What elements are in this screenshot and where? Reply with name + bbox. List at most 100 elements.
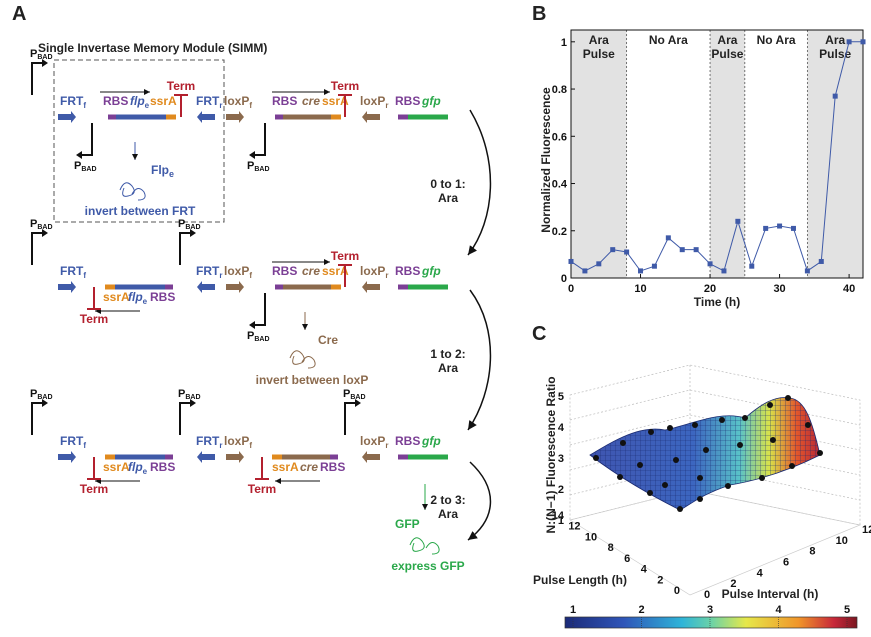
surface-point — [647, 490, 653, 496]
data-point — [665, 235, 671, 241]
promoter-label: PBAD — [178, 388, 201, 401]
flpe-protein-icon — [119, 182, 146, 201]
gfp-protein-icon — [409, 537, 440, 555]
interval-tick-label: 2 — [730, 578, 736, 590]
interval-tick-label: 8 — [809, 546, 815, 558]
z-tick-label: 4 — [558, 422, 565, 434]
term-label: Term — [331, 79, 359, 93]
length-tick-label: 2 — [657, 574, 663, 586]
data-point — [638, 268, 644, 274]
ara-pulse-band-0 — [571, 30, 627, 278]
promoter-label: PBAD — [247, 160, 270, 173]
flpe-gene-label-inv-2: flpe — [128, 460, 148, 476]
x-tick-label: 20 — [704, 283, 716, 295]
surface-point — [673, 457, 679, 463]
x-tick-label: 30 — [773, 283, 785, 295]
frt-f-label-1: FRTf — [60, 264, 86, 280]
surface-point — [593, 455, 599, 461]
cre-gene-0 — [275, 114, 341, 120]
transition-2-label: 1 to 2: — [430, 347, 465, 361]
rbs-label-inv-1: RBS — [150, 290, 175, 304]
transition-arrow-3 — [467, 461, 492, 541]
colorbar-tick-label: 1 — [570, 604, 576, 616]
data-point — [860, 39, 866, 45]
promoter-flipped-2: PBAD — [178, 388, 201, 435]
length-tick-label: 12 — [568, 521, 580, 533]
gfp-gene-0 — [398, 114, 448, 120]
rbs-label-cre-0: RBS — [272, 94, 297, 108]
loxp-f-site-1 — [226, 281, 244, 293]
data-point — [846, 39, 852, 45]
data-point — [749, 263, 755, 269]
frt-f-site-2 — [58, 451, 76, 463]
flpe-gene-inverted-1 — [105, 284, 173, 290]
ssra-label-cre-1: ssrA — [322, 264, 349, 278]
simm-box — [53, 59, 225, 223]
data-point — [707, 261, 713, 267]
data-point — [582, 268, 588, 274]
x-tick-label: 10 — [634, 283, 646, 295]
frt-r-site-2 — [197, 451, 215, 463]
panel-a-label: A — [12, 3, 26, 25]
rbs-label-inv-2: RBS — [150, 460, 175, 474]
surface-point — [737, 442, 743, 448]
rbs-label-cre-1: RBS — [272, 264, 297, 278]
invert-loxp-label: invert between loxP — [256, 373, 369, 387]
colorbar-ticks: 1 2 3 4 5 — [570, 604, 850, 628]
colorbar-tick-label: 2 — [638, 604, 644, 616]
term-cre-0: Term — [331, 79, 359, 117]
data-point — [651, 263, 657, 269]
length-tick-label: 10 — [585, 531, 597, 543]
flpe-gene — [108, 114, 176, 120]
promoter-gfp-2: PBAD — [343, 388, 366, 435]
transition-3-label: 2 to 3: — [430, 493, 465, 507]
interval-tick-label: 0 — [704, 589, 710, 601]
surface-plot — [569, 364, 862, 596]
transition-arrow-2 — [467, 289, 492, 431]
surface-points — [593, 395, 823, 512]
frt-r-label-1: FRTr — [196, 264, 222, 280]
data-point — [790, 225, 796, 231]
term-label: Term — [80, 312, 108, 326]
gfp-gene-2 — [398, 454, 448, 460]
y-tick-label: 0.6 — [552, 131, 567, 143]
promoter-label: PBAD — [30, 388, 53, 401]
flpe-gene-label: flpe — [130, 94, 150, 110]
surface-point — [767, 402, 773, 408]
y-tick-label: 0 — [561, 273, 567, 285]
length-tick-label: 14 — [552, 510, 565, 522]
gfp-gene-label-0: gfp — [421, 94, 441, 108]
loxp-r-label-1: loxPr — [360, 264, 388, 280]
cre-protein-icon — [289, 350, 316, 369]
surface-point — [785, 395, 791, 401]
interval-tick-label: 12 — [862, 524, 871, 536]
term-flpe-inv-2: Term — [80, 457, 108, 496]
rbs-label-cre-inv: RBS — [320, 460, 345, 474]
term-label: Term — [331, 249, 359, 263]
interval-tick-label: 6 — [783, 557, 789, 569]
cre-gene-label-inv: cre — [300, 460, 318, 474]
loxp-f-label-0: loxPf — [224, 94, 252, 110]
y-tick-label: 0.8 — [552, 84, 567, 96]
z-tick-label: 3 — [558, 453, 564, 465]
promoter-label: PBAD — [74, 160, 97, 173]
rbs-label-flpe: RBS — [103, 94, 128, 108]
promoter-flipped-1: PBAD — [178, 218, 201, 265]
loxp-f-label-1: loxPf — [224, 264, 252, 280]
data-point — [832, 93, 838, 99]
ara-pulse-band-1 — [710, 30, 745, 278]
chart-b-frame — [570, 29, 864, 279]
surface-point — [662, 482, 668, 488]
data-point — [721, 268, 727, 274]
cre-gene-label-0: cre — [302, 94, 320, 108]
transition-1-label: 0 to 1: — [430, 177, 465, 191]
promoter-left-1: PBAD — [30, 218, 53, 265]
band-label-4: Ara — [825, 33, 845, 47]
z-tick-label: 2 — [558, 484, 564, 496]
colorbar — [564, 616, 858, 629]
loxp-f-site-0 — [226, 111, 244, 123]
band-sublabel-0: Pulse — [583, 47, 615, 61]
surface-point — [805, 422, 811, 428]
promoter-label: PBAD — [30, 218, 53, 231]
